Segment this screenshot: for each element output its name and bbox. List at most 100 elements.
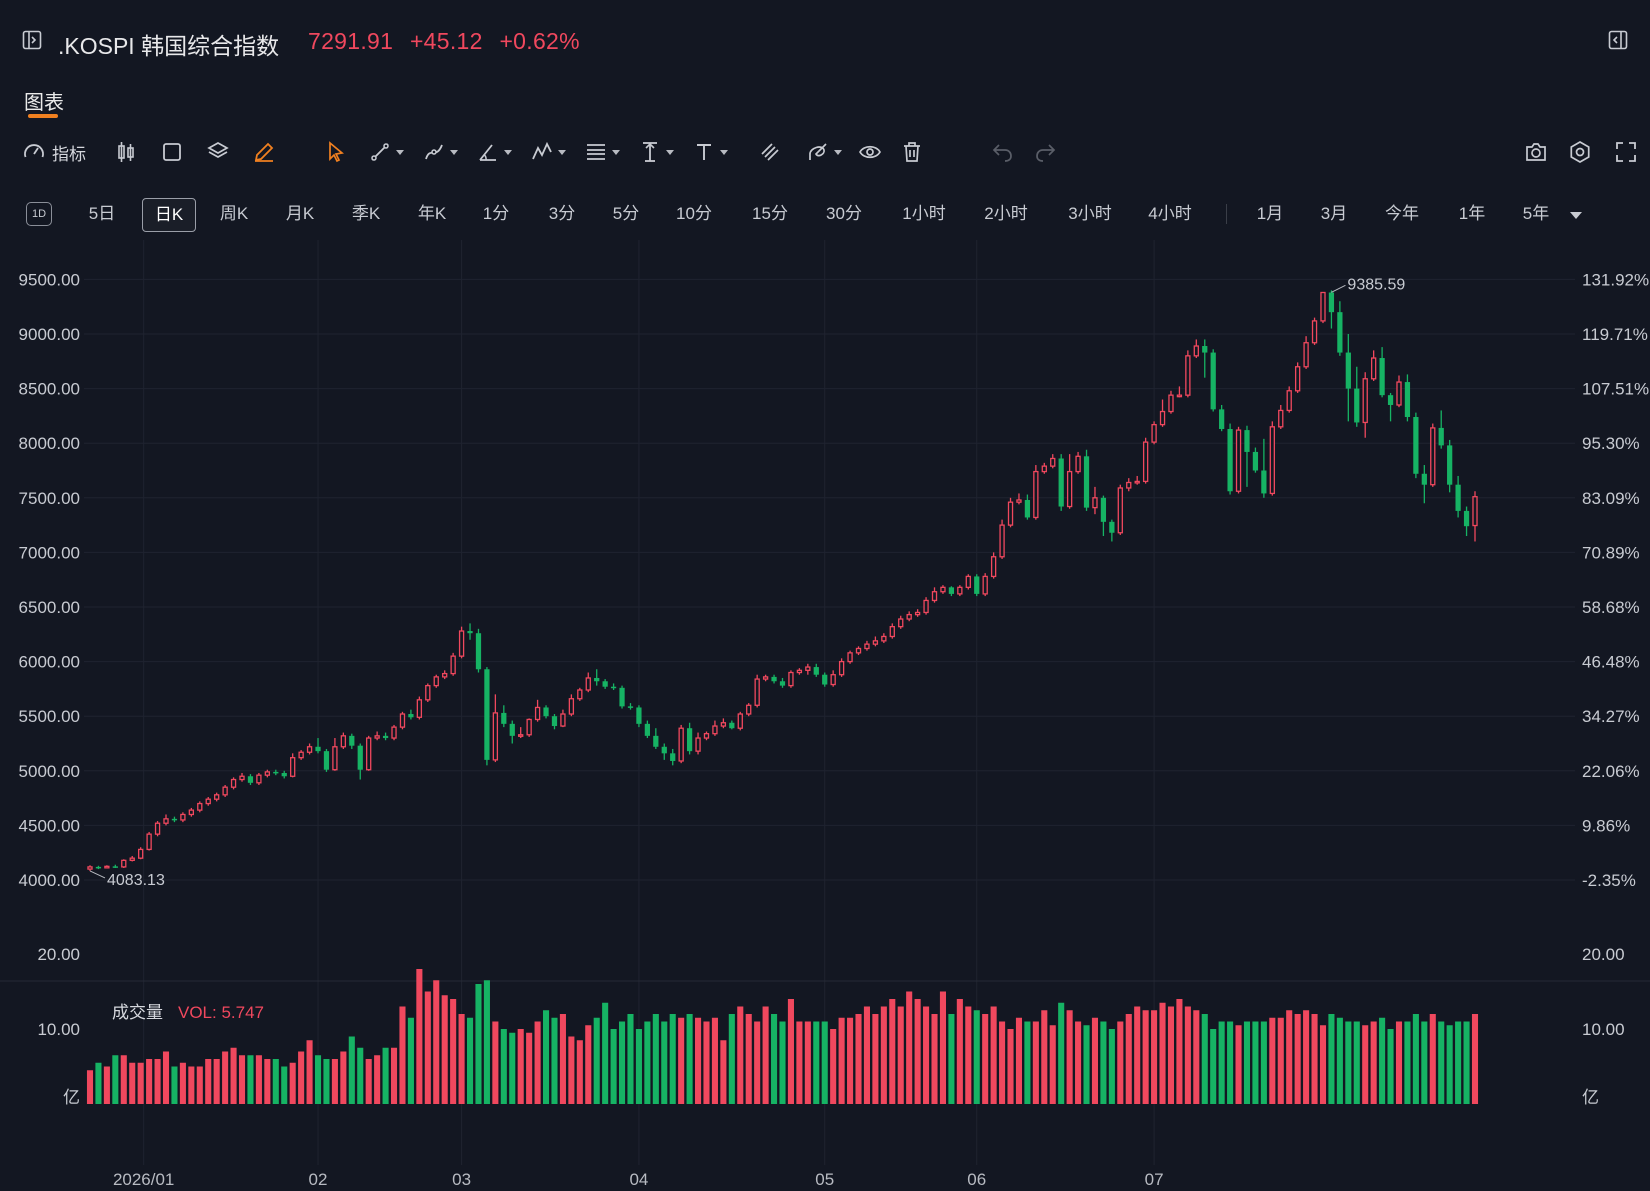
volume-bar [1455,1021,1462,1104]
candle-body [146,833,152,851]
volume-bar [1058,1002,1065,1104]
candle-body [492,712,499,761]
tab-chart[interactable]: 图表 [24,92,64,114]
candle-body [501,712,507,724]
fib-tool[interactable] [580,130,624,174]
signature-icon [809,143,827,160]
volume-bar [1277,1017,1284,1104]
volume-bar [1159,1002,1166,1104]
candle-body [551,716,558,727]
undo-button[interactable] [988,130,1016,174]
curve-tool[interactable] [418,130,462,174]
period-16[interactable]: 4小时 [1148,204,1192,223]
redo-button[interactable] [1032,130,1060,174]
settings-button[interactable] [1566,130,1594,174]
chevron-down-icon[interactable] [1570,212,1582,219]
candle-body [771,676,777,682]
period-7[interactable]: 1分 [482,204,510,223]
volume-bar [86,1070,94,1104]
candle-body [534,706,541,721]
candle-body [585,677,591,691]
candle-body [332,746,338,771]
layers-button[interactable] [204,130,232,174]
volume-bar [1176,999,1183,1104]
candle-body [1007,501,1014,526]
price-chart[interactable]: 9500.00 131.92% 9000.00 119.71% 8500.00 107.5… [0,240,1650,1191]
measure-tool[interactable] [634,130,678,174]
candle-body [1261,470,1267,494]
volume-bar [441,995,448,1104]
candle-body [1362,378,1368,424]
candle-body [323,751,330,770]
period-10[interactable]: 10分 [676,204,712,223]
period-4[interactable]: 月K [285,204,315,223]
period-2[interactable]: 日K [142,198,196,232]
candle-body [543,707,549,717]
candle-type-button[interactable] [112,130,140,174]
period-6[interactable]: 年K [417,204,447,223]
indicator-button[interactable]: 指标 [22,130,86,174]
curve-tool-icon [425,144,443,160]
visibility-toggle[interactable] [856,130,884,174]
candle-body [450,655,456,675]
brush-tool[interactable] [756,130,784,174]
candle-body [1185,355,1191,396]
period-21[interactable]: 5年 [1522,204,1550,223]
period-badge[interactable]: 1D [26,202,52,226]
candle-body [602,681,608,687]
period-5[interactable]: 季K [351,204,381,223]
candle-body [1311,320,1318,344]
candle-body [298,751,304,759]
volume-bar [1100,1021,1107,1104]
candle-body [746,704,752,715]
camera-icon [1526,143,1546,161]
volume-bar [1353,1021,1360,1104]
draw-mode-button[interactable] [250,130,278,174]
text-tool[interactable] [688,130,732,174]
period-15[interactable]: 3小时 [1068,204,1112,223]
gauge-icon [24,144,44,158]
expand-panel-icon[interactable] [1608,30,1628,50]
cursor-tool[interactable] [322,130,350,174]
collapse-panel-icon[interactable] [22,30,42,50]
period-17[interactable]: 1月 [1256,204,1284,223]
volume-bar [889,999,896,1104]
volume-bar [1151,1010,1158,1104]
delete-drawings-button[interactable] [898,130,926,174]
period-11[interactable]: 15分 [752,204,788,223]
period-18[interactable]: 3月 [1320,204,1348,223]
period-12[interactable]: 30分 [826,204,862,223]
candle-body [847,652,853,663]
volume-bar [559,1014,566,1104]
x-tick-label: 2026/01 [113,1170,174,1189]
volume-bar [551,1017,558,1104]
period-20[interactable]: 1年 [1458,204,1486,223]
layout-button[interactable] [158,130,186,174]
period-14[interactable]: 2小时 [984,204,1028,223]
fullscreen-button[interactable] [1612,130,1640,174]
candle-series [87,290,1478,871]
measure-tool-icon [643,142,657,162]
period-13[interactable]: 1小时 [902,204,946,223]
pattern-tool[interactable] [526,130,570,174]
angle-tool[interactable] [472,130,516,174]
volume-bar [255,1055,262,1104]
screenshot-button[interactable] [1522,130,1550,174]
candle-body [433,676,439,687]
volume-bar [154,1059,161,1104]
signature-tool[interactable] [802,130,846,174]
period-9[interactable]: 5分 [612,204,640,223]
candle-body [1286,390,1292,412]
volume-bar [95,1062,102,1104]
candle-body [366,737,372,771]
candle-body [948,587,955,594]
period-1[interactable]: 5日 [88,204,116,223]
period-19[interactable]: 今年 [1385,204,1419,223]
candle-body [560,713,566,727]
period-3[interactable]: 周K [219,204,249,223]
period-8[interactable]: 3分 [548,204,576,223]
candle-body [197,802,203,811]
line-tool[interactable] [364,130,408,174]
volume-bar [188,1066,195,1104]
volume-bar [171,1066,178,1104]
